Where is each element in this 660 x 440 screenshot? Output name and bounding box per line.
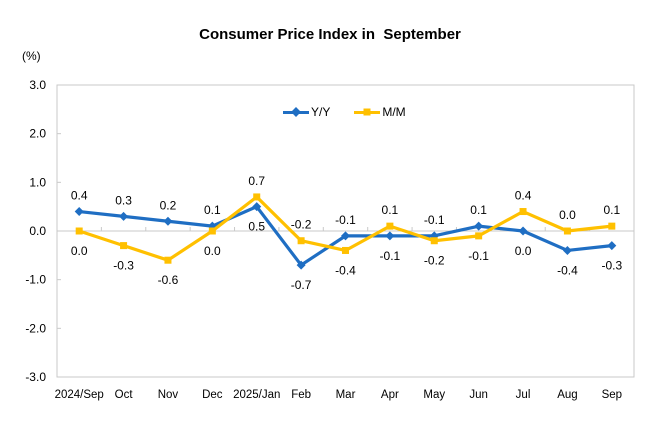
x-axis-tick-label: May [423,389,445,401]
data-label: 0.0 [204,244,221,258]
data-point-diamond [341,231,350,241]
x-axis-tick-label: Feb [291,389,311,401]
y-axis-tick-label: -1.0 [25,273,46,287]
data-label: -0.4 [557,263,578,277]
x-axis-tick-label: Nov [158,389,179,401]
y-axis-tick-label: -2.0 [25,321,46,335]
data-label: -0.1 [468,249,489,263]
data-point-square [297,237,305,245]
data-label: -0.6 [158,273,179,287]
data-label: 0.7 [248,174,265,188]
data-point-square [386,222,394,230]
data-label: -0.4 [335,263,356,277]
data-label: -0.1 [335,213,356,227]
data-point-square [430,237,438,245]
data-point-square [208,227,216,235]
y-axis-unit-label: (%) [22,49,41,63]
data-label: 0.1 [603,203,620,217]
y-axis-tick-label: 3.0 [29,78,46,92]
data-label: -0.2 [424,254,445,268]
data-label: 0.1 [204,203,221,217]
x-axis-tick-label: Jul [516,389,531,401]
data-label: 0.3 [115,193,132,207]
data-label: -0.1 [380,249,401,263]
data-point-square [342,246,349,254]
data-label: -0.7 [291,278,312,292]
data-point-diamond [562,245,572,255]
y-axis-tick-label: -3.0 [25,370,46,384]
x-axis-tick-label: Mar [336,389,356,401]
y-axis-tick-label: 0.0 [29,224,46,238]
data-label: 0.0 [559,208,576,222]
data-label: 0.1 [382,203,399,217]
chart-title: Consumer Price Index in September [199,26,461,43]
data-label: -0.3 [113,259,134,273]
mm-square-marker-icon [363,108,371,116]
x-axis-tick-label: Sep [602,389,622,401]
data-label: 0.0 [515,244,532,258]
data-point-square [519,208,527,216]
data-point-diamond [163,216,173,226]
data-point-diamond [607,241,617,251]
data-label: 0.5 [248,220,265,234]
data-point-square [120,242,128,250]
data-point-diamond [474,221,484,231]
chart-legend: Y/Y M/M [283,106,406,118]
data-label: -0.3 [601,259,622,273]
data-point-square [563,227,571,235]
y-axis-tick-label: 1.0 [29,175,46,189]
data-point-diamond [252,202,262,212]
data-label: 0.2 [160,198,177,212]
x-axis-tick-label: Aug [557,389,577,401]
x-axis-tick-label: Apr [381,389,399,401]
x-axis-tick-label: Oct [115,389,134,401]
x-axis-tick-label: Dec [202,389,223,401]
data-label: 0.4 [71,189,88,203]
mm-line-swatch [354,108,381,116]
data-point-square [475,232,483,240]
data-point-diamond [385,231,395,241]
data-point-square [75,227,83,235]
data-point-diamond [518,226,528,236]
legend-label-yy: Y/Y [311,105,331,119]
data-point-square [253,193,261,201]
data-point-diamond [296,260,306,270]
data-label: 0.4 [515,189,532,203]
data-point-square [608,222,616,230]
data-point-square [164,256,172,264]
yy-diamond-marker-icon [291,107,301,117]
x-axis-tick-label: 2024/Sep [55,389,104,401]
legend-item-yy: Y/Y [283,106,330,118]
data-label: 0.0 [71,244,88,258]
data-point-diamond [119,211,129,221]
data-point-diamond [74,207,84,217]
legend-item-mm: M/M [354,105,406,119]
x-axis-tick-label: Jun [469,389,488,401]
data-label: -0.1 [424,213,445,227]
y-axis-tick-label: 2.0 [29,127,46,141]
data-label: 0.1 [470,203,487,217]
x-axis-tick-label: 2025/Jan [233,389,280,401]
yy-line-swatch [283,107,309,117]
data-label: -0.2 [291,218,312,232]
legend-label-mm: M/M [382,105,406,119]
